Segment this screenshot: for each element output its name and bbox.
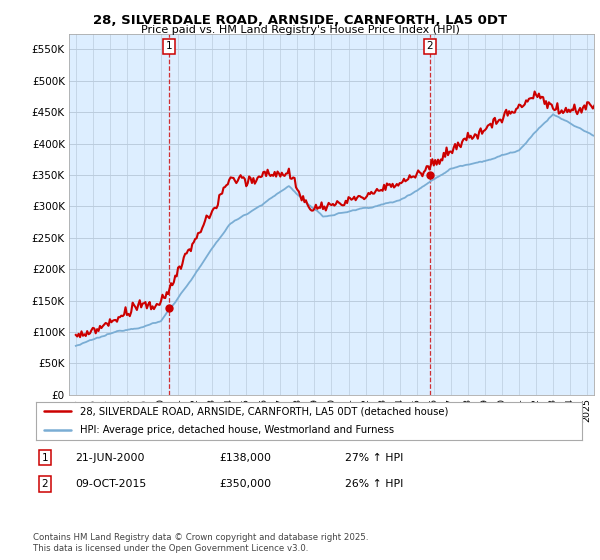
Text: 26% ↑ HPI: 26% ↑ HPI: [345, 479, 403, 489]
Text: £350,000: £350,000: [219, 479, 271, 489]
Text: 28, SILVERDALE ROAD, ARNSIDE, CARNFORTH, LA5 0DT (detached house): 28, SILVERDALE ROAD, ARNSIDE, CARNFORTH,…: [80, 407, 448, 417]
Text: 2: 2: [427, 41, 433, 52]
Text: 27% ↑ HPI: 27% ↑ HPI: [345, 452, 403, 463]
Text: HPI: Average price, detached house, Westmorland and Furness: HPI: Average price, detached house, West…: [80, 424, 394, 435]
Text: 2: 2: [41, 479, 49, 489]
Text: £138,000: £138,000: [219, 452, 271, 463]
Text: 09-OCT-2015: 09-OCT-2015: [75, 479, 146, 489]
Text: 1: 1: [166, 41, 172, 52]
Text: Contains HM Land Registry data © Crown copyright and database right 2025.
This d: Contains HM Land Registry data © Crown c…: [33, 533, 368, 553]
Text: 28, SILVERDALE ROAD, ARNSIDE, CARNFORTH, LA5 0DT: 28, SILVERDALE ROAD, ARNSIDE, CARNFORTH,…: [93, 14, 507, 27]
Text: Price paid vs. HM Land Registry's House Price Index (HPI): Price paid vs. HM Land Registry's House …: [140, 25, 460, 35]
Text: 1: 1: [41, 452, 49, 463]
Text: 21-JUN-2000: 21-JUN-2000: [75, 452, 145, 463]
